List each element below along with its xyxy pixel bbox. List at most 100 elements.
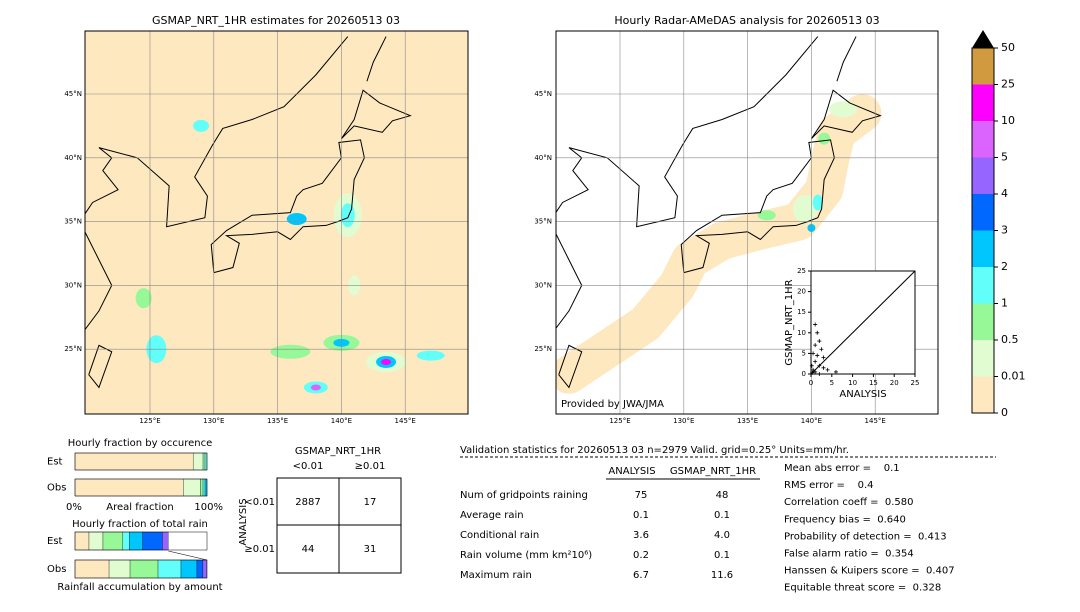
- lon-label: 140°E: [801, 417, 822, 425]
- stats-value: 6.7: [633, 570, 649, 581]
- fraction-segment: [74, 531, 90, 551]
- x-tick-label: 20: [890, 379, 899, 387]
- axis-label: Areal fraction: [106, 502, 173, 513]
- y-tick-label: 10: [797, 329, 806, 337]
- lat-label: 30°N: [534, 281, 552, 289]
- scatter-point: [821, 365, 826, 370]
- bar-frame: [74, 559, 208, 579]
- stats-value: 0.1: [714, 510, 730, 521]
- lon-label: 125°E: [139, 417, 160, 425]
- map-frame: [555, 30, 939, 415]
- chart-footer: Rainfall accumulation by amount: [57, 582, 222, 593]
- lat-label: 45°N: [64, 90, 82, 98]
- y-axis-label: GSMAP_NRT_1HR: [784, 279, 795, 365]
- scatter-point: [815, 353, 820, 358]
- map-right: [556, 31, 938, 414]
- col-label: <0.01: [293, 461, 324, 472]
- colorbar-swatch: [972, 84, 994, 121]
- colorbar-swatch: [972, 267, 994, 304]
- coastline: [836, 36, 857, 82]
- rain-area: [416, 350, 445, 361]
- scatter-point: [813, 343, 818, 348]
- rain-area: [556, 94, 882, 394]
- fraction-segment: [196, 559, 204, 579]
- fraction-segment: [200, 478, 204, 497]
- rain-area: [135, 288, 152, 309]
- coastline: [558, 344, 583, 389]
- lon-label: 135°E: [737, 417, 758, 425]
- scatter-point: [817, 372, 822, 376]
- colorbar-label: 3: [1001, 224, 1008, 237]
- stats-header: Validation statistics for 20260513 03 n=…: [460, 445, 849, 456]
- axis-label: 100%: [194, 502, 223, 513]
- coastline: [340, 89, 412, 140]
- fraction-segment: [180, 559, 198, 579]
- colorbar-label: 0: [1001, 406, 1008, 419]
- rain-area: [757, 210, 776, 221]
- fraction-segment: [129, 559, 159, 579]
- table-title: GSMAP_NRT_1HR: [295, 446, 381, 457]
- row-label: ≥0.01: [244, 544, 275, 555]
- stats-label: Num of gridpoints raining: [460, 490, 588, 501]
- lon-label: 135°E: [267, 417, 288, 425]
- coastline: [210, 139, 365, 274]
- stats-value: 4.0: [714, 530, 730, 541]
- credit: Provided by JWA/JMA: [561, 399, 664, 410]
- y-tick-label: 0: [802, 370, 806, 378]
- stats-value: 3.6: [633, 530, 649, 541]
- fraction-segment: [202, 478, 206, 497]
- lat-label: 40°N: [64, 154, 82, 162]
- diagonal: [810, 270, 916, 375]
- colorbar-swatch: [972, 303, 994, 340]
- rain-area: [381, 358, 392, 365]
- coastline: [810, 89, 882, 140]
- bar-frame: [74, 452, 208, 471]
- fraction-segment: [192, 452, 204, 471]
- rain-area: [829, 101, 858, 118]
- y-tick-label: 15: [797, 308, 806, 316]
- stats-value: 0.1: [633, 510, 649, 521]
- colorbar-label: 4: [1001, 187, 1008, 200]
- x-tick-label: 10: [848, 379, 857, 387]
- colorbar-label: 1: [1001, 297, 1008, 310]
- y-tick-label: 5: [802, 349, 806, 357]
- stats-score: False alarm ratio = 0.354: [784, 549, 914, 560]
- stats-value: 0.1: [714, 550, 730, 561]
- lon-label: 145°E: [865, 417, 886, 425]
- scatter-point: [817, 339, 822, 344]
- scatter-point: [833, 369, 838, 374]
- x-tick-label: 0: [809, 379, 813, 387]
- lat-label: 45°N: [534, 90, 552, 98]
- colorbar-label: 2: [1001, 260, 1008, 273]
- lat-label: 25°N: [64, 345, 82, 353]
- x-axis-label: ANALYSIS: [839, 389, 886, 400]
- row-label: Obs: [47, 564, 66, 575]
- connector: [168, 550, 208, 561]
- rain-area: [310, 384, 321, 391]
- coastline: [680, 139, 835, 274]
- stats-score: Hanssen & Kuipers score = 0.407: [784, 566, 955, 577]
- fraction-segment: [74, 559, 110, 579]
- scatter-point: [813, 359, 818, 364]
- x-tick-label: 5: [830, 379, 834, 387]
- stats-column: GSMAP_NRT_1HR: [670, 466, 756, 477]
- rain-area: [812, 194, 823, 211]
- rain-area: [340, 203, 355, 228]
- fraction-segment: [183, 478, 201, 497]
- colorbar-label: 0.01: [1001, 370, 1026, 383]
- stats-label: Maximum rain: [460, 570, 532, 581]
- colorbar-swatch: [972, 157, 994, 194]
- fraction-segment: [162, 531, 169, 551]
- lat-label: 25°N: [534, 345, 552, 353]
- fraction-segment: [204, 452, 208, 471]
- fraction-segment: [202, 452, 206, 471]
- stats-value: 48: [716, 490, 729, 501]
- stats-label: Average rain: [460, 510, 524, 521]
- lon-label: 130°E: [203, 417, 224, 425]
- rain-area: [270, 344, 311, 359]
- rain-area: [818, 132, 831, 145]
- scatter-point: [825, 367, 830, 372]
- map-title: GSMAP_NRT_1HR estimates for 20260513 03: [152, 14, 400, 27]
- stats-score: Correlation coeff = 0.580: [784, 497, 914, 508]
